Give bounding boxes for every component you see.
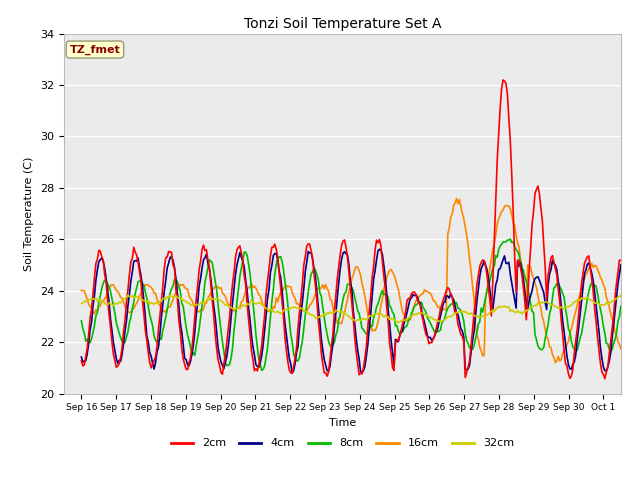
- Text: TZ_fmet: TZ_fmet: [70, 44, 120, 55]
- X-axis label: Time: Time: [329, 418, 356, 428]
- Legend: 2cm, 4cm, 8cm, 16cm, 32cm: 2cm, 4cm, 8cm, 16cm, 32cm: [166, 434, 518, 453]
- Y-axis label: Soil Temperature (C): Soil Temperature (C): [24, 156, 35, 271]
- Title: Tonzi Soil Temperature Set A: Tonzi Soil Temperature Set A: [244, 17, 441, 31]
